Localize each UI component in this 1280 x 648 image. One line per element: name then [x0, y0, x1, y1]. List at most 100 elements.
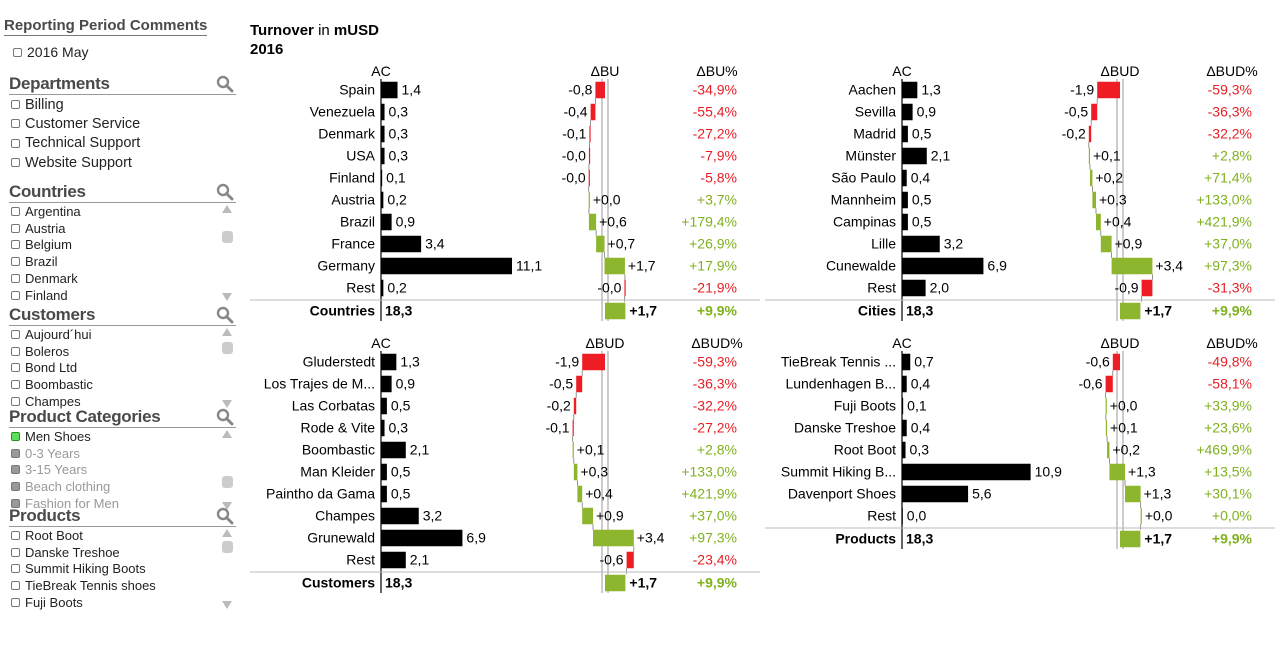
list-item[interactable]: TieBreak Tennis shoes: [9, 577, 236, 594]
search-icon[interactable]: [216, 408, 234, 426]
pct-value-label: -27,2%: [693, 420, 737, 436]
checkbox[interactable]: [11, 329, 20, 339]
delta-value-label: -0,6: [1078, 376, 1102, 392]
scroll-thumb[interactable]: [222, 541, 233, 553]
scroll-up-icon[interactable]: [222, 529, 232, 537]
scroll-up-icon[interactable]: [222, 328, 232, 336]
scroll-down-icon[interactable]: [222, 400, 232, 408]
list-item[interactable]: Austria: [9, 220, 236, 237]
delta-value-label: +0,1: [1110, 420, 1138, 436]
list-item[interactable]: Belgium: [9, 237, 236, 254]
total-label: Cities: [858, 303, 896, 319]
scroll-down-icon[interactable]: [222, 601, 232, 609]
checkbox[interactable]: [11, 547, 20, 557]
checkbox[interactable]: [11, 530, 20, 540]
list-item[interactable]: Boleros: [9, 343, 236, 360]
checkbox[interactable]: [13, 47, 22, 57]
list-item[interactable]: Fashion for Men: [9, 495, 236, 512]
list-item[interactable]: Technical Support: [9, 134, 236, 153]
list-item[interactable]: Summit Hiking Boots: [9, 561, 236, 578]
checkbox[interactable]: [11, 206, 20, 216]
list-item[interactable]: Root Boot: [9, 527, 236, 544]
total-delta-label: +1,7: [629, 575, 657, 591]
checkbox[interactable]: [11, 290, 20, 300]
pct-value-label: +469,9%: [1196, 442, 1252, 458]
checkbox[interactable]: [11, 257, 20, 267]
delta-value-label: -0,9: [1114, 280, 1138, 296]
delta-value-label: +0,4: [585, 486, 613, 502]
checkbox[interactable]: [11, 158, 20, 168]
scrollbar[interactable]: [221, 205, 235, 305]
checkbox[interactable]: [11, 564, 20, 574]
list-item[interactable]: Beach clothing: [9, 478, 236, 495]
checkbox[interactable]: [11, 240, 20, 250]
ac-value-label: 0,4: [911, 170, 931, 186]
list-item[interactable]: Brazil: [9, 253, 236, 270]
scroll-thumb[interactable]: [222, 476, 233, 488]
list-item[interactable]: Customer Service: [9, 114, 236, 133]
list-item[interactable]: Boombastic: [9, 376, 236, 393]
delta-bar: [1141, 279, 1153, 297]
total-ac-label: 18,3: [906, 531, 933, 547]
delta-value-label: +0,2: [1095, 170, 1123, 186]
search-icon[interactable]: [216, 507, 234, 525]
checkbox[interactable]: [11, 397, 20, 407]
list-item[interactable]: Danske Treshoe: [9, 544, 236, 561]
checkbox[interactable]: [11, 363, 20, 373]
pct-value-label: +97,3%: [689, 530, 737, 546]
category-label: France: [331, 236, 375, 252]
list-item-selected[interactable]: Men Shoes: [9, 428, 236, 445]
scroll-up-icon[interactable]: [222, 430, 232, 438]
list-item[interactable]: Website Support: [9, 153, 236, 172]
checkbox[interactable]: [11, 223, 20, 233]
scroll-down-icon[interactable]: [222, 502, 232, 510]
list-item[interactable]: Billing: [9, 95, 236, 114]
checkbox[interactable]: [11, 465, 20, 475]
category-label: Cunewalde: [826, 258, 896, 274]
ac-bar: [902, 375, 907, 393]
delta-bar: [595, 81, 605, 99]
scroll-up-icon[interactable]: [222, 205, 232, 213]
list-item[interactable]: Fuji Boots: [9, 594, 236, 611]
list-item[interactable]: 3-15 Years: [9, 462, 236, 479]
list-item[interactable]: Denmark: [9, 270, 236, 287]
checkbox[interactable]: [11, 380, 20, 390]
checkbox[interactable]: [11, 274, 20, 284]
scrollbar[interactable]: [221, 529, 235, 609]
checkbox-checked[interactable]: [11, 431, 20, 441]
reporting-period-item[interactable]: 2016 May: [11, 44, 88, 60]
ac-value-label: 0,3: [389, 126, 409, 142]
checkbox[interactable]: [11, 598, 20, 608]
checkbox[interactable]: [11, 346, 20, 356]
delta-bar: [1111, 257, 1153, 275]
delta-bar: [573, 397, 577, 415]
checkbox[interactable]: [11, 138, 20, 148]
scrollbar[interactable]: [221, 430, 235, 510]
pct-value-label: +2,8%: [697, 442, 737, 458]
scroll-thumb[interactable]: [222, 231, 233, 243]
search-icon[interactable]: [216, 183, 234, 201]
checkbox[interactable]: [11, 448, 20, 458]
scroll-down-icon[interactable]: [222, 293, 232, 301]
search-icon[interactable]: [216, 75, 234, 93]
scroll-thumb[interactable]: [222, 342, 233, 354]
checkbox[interactable]: [11, 499, 20, 509]
checkbox[interactable]: [11, 581, 20, 591]
checkbox[interactable]: [11, 482, 20, 492]
scrollbar[interactable]: [221, 328, 235, 408]
ac-value-label: 6,9: [466, 530, 486, 546]
delta-bar: [588, 191, 590, 209]
ac-bar: [381, 529, 463, 547]
checkbox[interactable]: [11, 100, 20, 110]
checkbox[interactable]: [11, 119, 20, 129]
list-item[interactable]: 0-3 Years: [9, 445, 236, 462]
list-item[interactable]: Finland: [9, 287, 236, 304]
list-item[interactable]: Champes: [9, 393, 236, 410]
search-icon[interactable]: [216, 306, 234, 324]
pct-value-label: +3,7%: [697, 192, 737, 208]
reporting-period-label: 2016 May: [27, 44, 89, 60]
list-item[interactable]: Aujourd´hui: [9, 326, 236, 343]
product-categories-title: Product Categories: [9, 407, 161, 426]
list-item[interactable]: Bond Ltd: [9, 360, 236, 377]
list-item[interactable]: Argentina: [9, 203, 236, 220]
